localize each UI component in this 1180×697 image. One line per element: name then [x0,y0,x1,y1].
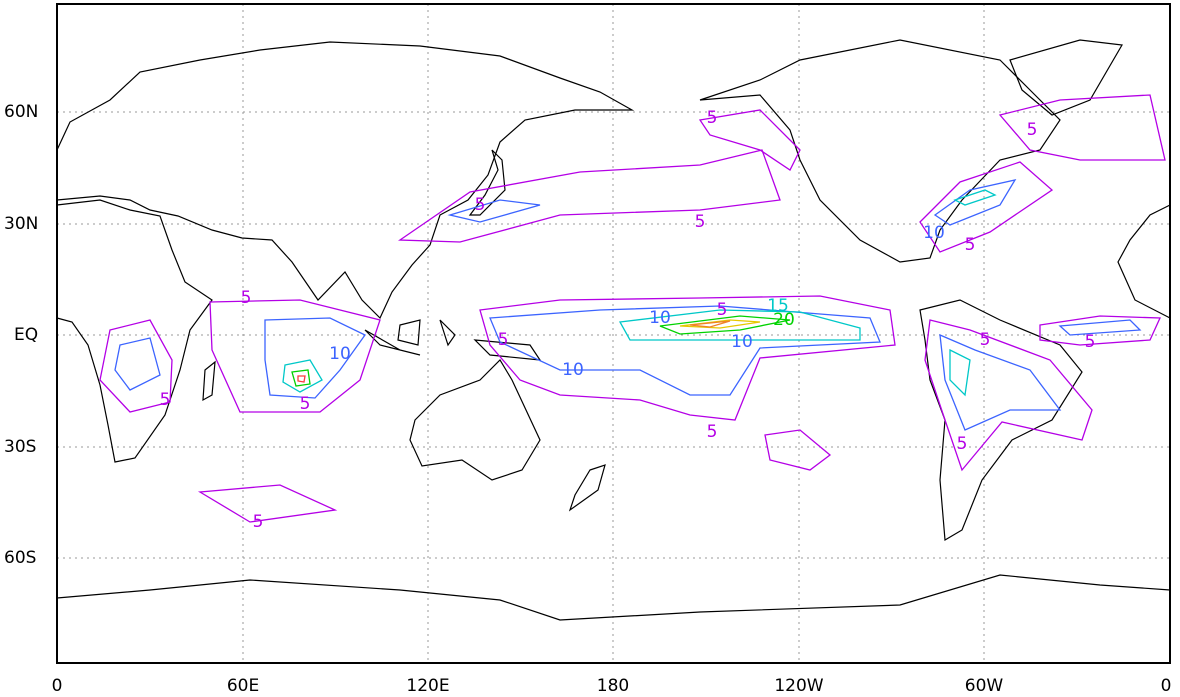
contour-label: 5 [300,394,311,414]
contour [939,333,1062,431]
contour-label: 5 [980,330,991,350]
contour-label: 10 [649,308,671,328]
contour [949,348,971,397]
contour-label: 5 [160,390,171,410]
contour [1039,315,1161,346]
contour-label: 5 [707,422,718,442]
antarctica [56,574,1171,621]
contour [197,484,338,523]
contour [919,161,1054,253]
australia [409,359,541,481]
contour [998,94,1166,161]
contour-label: 10 [329,344,351,364]
contour [933,179,1017,226]
lon-label: 0 [52,676,63,696]
contour [698,109,801,171]
contour [282,359,323,393]
greenland [1009,39,1123,116]
longitude-labels: 0 60E 120E 180 120W 60W 0 [52,676,1172,696]
contour-label: 10 [562,360,584,380]
contour [953,189,997,206]
contour [114,337,161,391]
contour-label: 5 [1085,332,1096,352]
lat-label: 60N [4,102,38,122]
africa-west [1117,204,1171,319]
map-frame [56,3,1171,664]
contour [479,295,896,421]
lat-label: 30S [4,437,36,457]
south-america [919,299,1083,542]
contour-label: 5 [475,195,486,215]
contour [924,319,1093,472]
contour-label: 5 [965,235,976,255]
contour-label: 5 [717,300,728,320]
contour [679,319,761,329]
contour [99,319,173,413]
lon-label: 120W [774,676,823,696]
indonesia [364,319,542,361]
contour [297,375,306,383]
contour-label: 15 [767,296,789,316]
north-america [699,39,1061,263]
contour-label: 10 [731,332,753,352]
contour-label: 20 [773,310,795,330]
coastlines [56,39,1171,621]
contour-label: 5 [1027,120,1038,140]
contour [264,317,366,399]
grid [57,4,1170,663]
eurasia [56,41,635,320]
lon-label: 180 [597,676,629,696]
contours [99,94,1166,523]
lat-label: EQ [14,325,38,345]
contour-label: 5 [253,512,264,532]
contour-label: 5 [695,212,706,232]
contour [659,315,791,335]
japan [468,149,506,216]
madagascar [202,360,216,402]
contour [397,149,781,243]
contour-label: 5 [957,434,968,454]
contour-label: 5 [707,108,718,128]
contour-label: 5 [241,288,252,308]
contour-label: 5 [498,330,509,350]
contour [1058,319,1142,336]
contour-label: 10 [923,223,945,243]
lat-label: 60S [4,548,36,568]
contour [447,199,541,223]
contour [489,305,881,396]
africa [56,199,213,463]
contour [618,309,861,341]
lon-label: 60E [227,676,259,696]
latitude-labels: 60N 30N EQ 30S 60S [4,102,38,568]
lat-label: 30N [4,214,38,234]
contour [689,320,731,328]
lon-label: 0 [1161,676,1172,696]
new-zealand [568,464,606,512]
contour-labels: 5 5 5 5 10 5 5 10 5 15 20 10 5 10 10 5 5… [160,108,1096,532]
contour [291,369,311,387]
lon-label: 120E [406,676,449,696]
contour [764,429,832,471]
lon-label: 60W [965,676,1004,696]
contour [209,299,381,413]
